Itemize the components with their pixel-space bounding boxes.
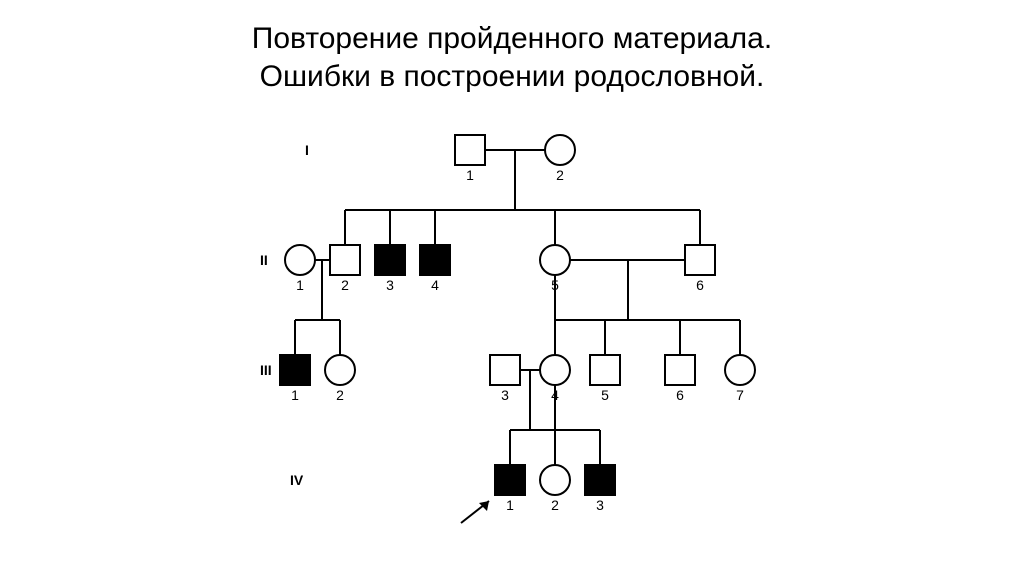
- male-symbol: [455, 135, 485, 165]
- female-symbol: [725, 355, 755, 385]
- pedigree-diagram: [0, 0, 1024, 576]
- male-symbol: [280, 355, 310, 385]
- individual-number: 1: [460, 167, 480, 183]
- individual-number: 1: [285, 387, 305, 403]
- individual-number: 5: [595, 387, 615, 403]
- individual-number: 2: [550, 167, 570, 183]
- individual-number: 3: [495, 387, 515, 403]
- individual-number: 2: [545, 497, 565, 513]
- individual-number: 6: [670, 387, 690, 403]
- individual-number: 4: [425, 277, 445, 293]
- female-symbol: [540, 465, 570, 495]
- male-symbol: [495, 465, 525, 495]
- male-symbol: [330, 245, 360, 275]
- female-symbol: [545, 135, 575, 165]
- generation-label: II: [260, 252, 268, 268]
- individual-number: 3: [380, 277, 400, 293]
- female-symbol: [285, 245, 315, 275]
- generation-label: I: [305, 142, 309, 158]
- individual-number: 1: [500, 497, 520, 513]
- individual-number: 4: [545, 387, 565, 403]
- generation-label: IV: [290, 472, 303, 488]
- male-symbol: [665, 355, 695, 385]
- female-symbol: [540, 245, 570, 275]
- male-symbol: [585, 465, 615, 495]
- male-symbol: [490, 355, 520, 385]
- male-symbol: [590, 355, 620, 385]
- female-symbol: [540, 355, 570, 385]
- individual-number: 2: [330, 387, 350, 403]
- male-symbol: [420, 245, 450, 275]
- proband-arrow-head: [479, 501, 489, 511]
- male-symbol: [375, 245, 405, 275]
- individual-number: 3: [590, 497, 610, 513]
- generation-label: III: [260, 362, 272, 378]
- individual-number: 6: [690, 277, 710, 293]
- female-symbol: [325, 355, 355, 385]
- male-symbol: [685, 245, 715, 275]
- individual-number: 5: [545, 277, 565, 293]
- individual-number: 1: [290, 277, 310, 293]
- individual-number: 7: [730, 387, 750, 403]
- individual-number: 2: [335, 277, 355, 293]
